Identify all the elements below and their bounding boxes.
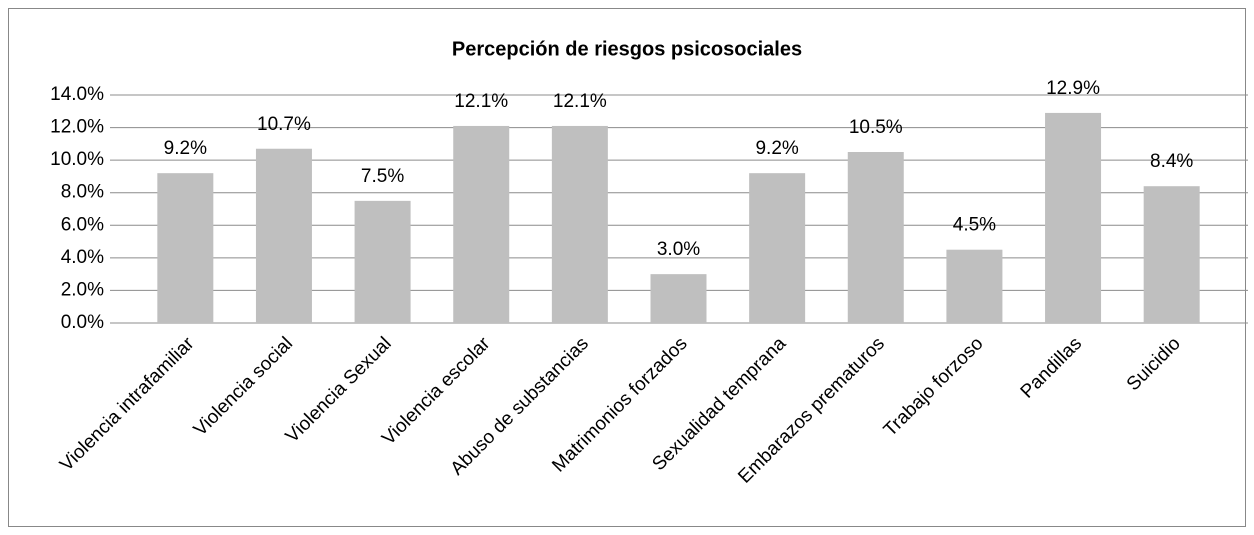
- bar: [551, 125, 608, 323]
- data-label: 4.5%: [953, 215, 996, 236]
- y-tick-label: 12.0%: [50, 117, 104, 138]
- bar: [1143, 186, 1200, 323]
- bar: [847, 152, 904, 323]
- data-label: 3.0%: [657, 239, 700, 260]
- data-label: 9.2%: [164, 138, 207, 159]
- data-label: 10.5%: [849, 117, 903, 138]
- bar: [354, 200, 411, 323]
- data-label: 12.1%: [454, 91, 508, 112]
- data-label: 9.2%: [755, 138, 798, 159]
- bar: [946, 249, 1003, 323]
- data-label: 8.4%: [1150, 151, 1193, 172]
- y-tick-label: 0.0%: [61, 312, 104, 333]
- y-tick-label: 14.0%: [50, 84, 104, 105]
- chart-title: Percepción de riesgos psicosociales: [452, 38, 802, 60]
- y-tick-label: 10.0%: [50, 149, 104, 170]
- y-tick-label: 2.0%: [61, 279, 104, 300]
- bar: [749, 173, 806, 323]
- bar: [1045, 112, 1102, 324]
- bar: [453, 125, 510, 323]
- bar: [157, 173, 214, 323]
- y-tick-label: 8.0%: [61, 182, 104, 203]
- y-tick-label: 4.0%: [61, 247, 104, 268]
- bar: [255, 148, 312, 323]
- bar: [650, 274, 707, 323]
- data-label: 12.1%: [553, 91, 607, 112]
- data-label: 7.5%: [361, 166, 404, 187]
- data-label: 12.9%: [1046, 78, 1100, 99]
- y-tick-label: 6.0%: [61, 214, 104, 235]
- data-label: 10.7%: [257, 114, 311, 135]
